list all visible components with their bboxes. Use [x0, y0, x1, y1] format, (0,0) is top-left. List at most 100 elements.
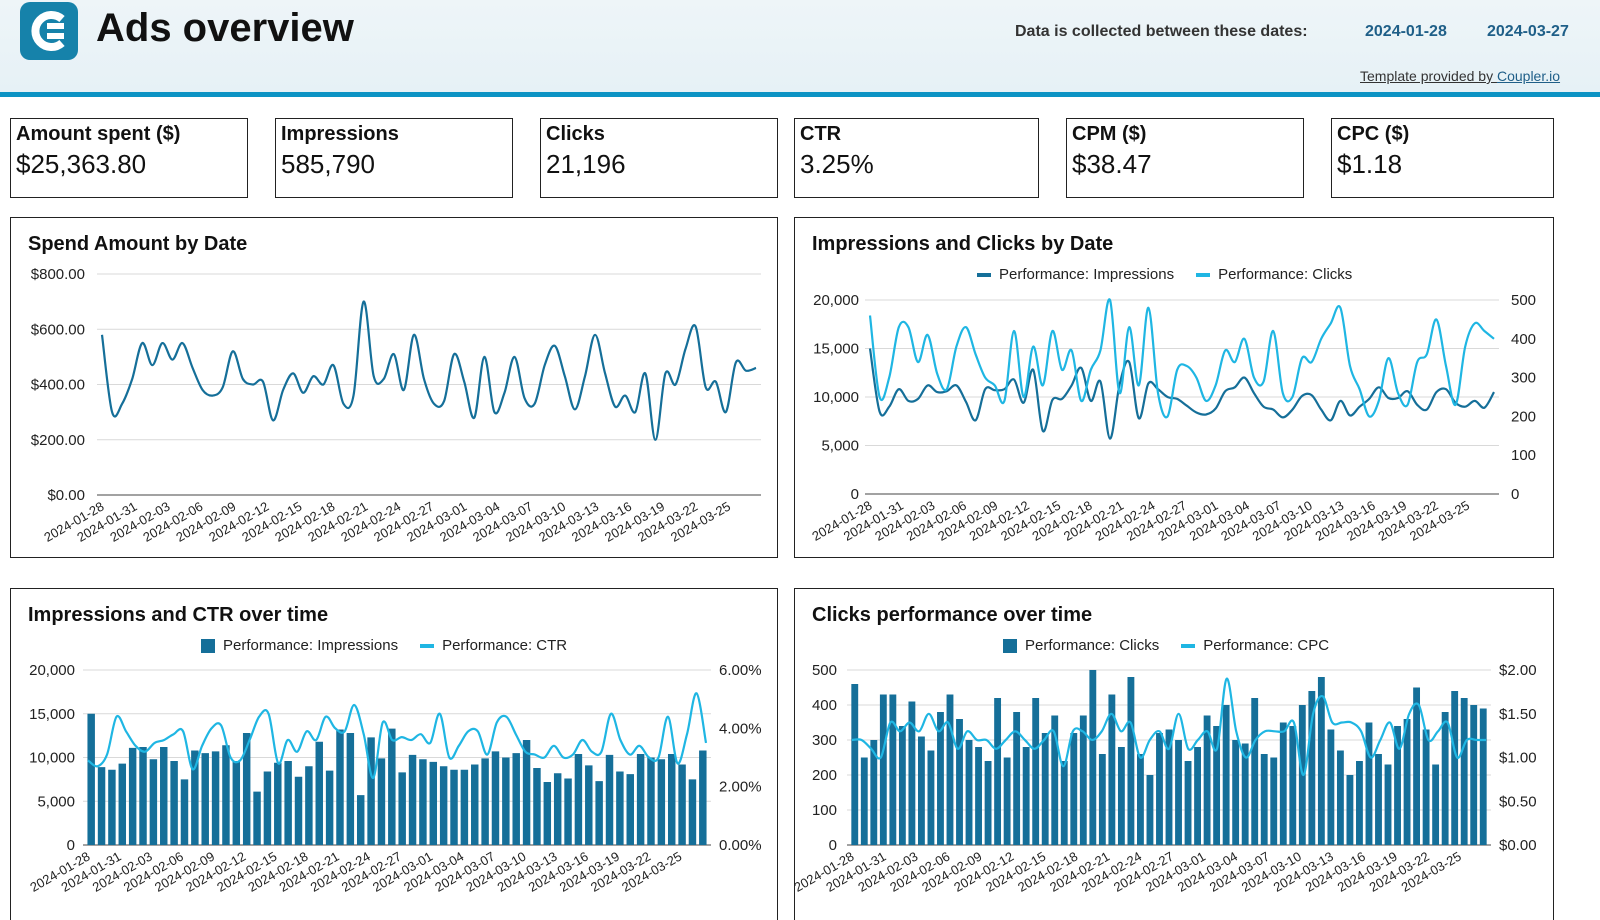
- bar: [128, 747, 137, 845]
- bar: [1375, 754, 1382, 845]
- bar: [201, 753, 209, 845]
- bar: [367, 737, 375, 845]
- bar: [232, 761, 241, 845]
- bar: [851, 684, 859, 845]
- y-tick-label: 15,000: [813, 341, 859, 358]
- bar: [242, 733, 251, 845]
- kpi-label: CTR: [800, 123, 842, 145]
- bar: [1346, 775, 1354, 845]
- bar: [1041, 733, 1049, 845]
- bar: [1203, 715, 1211, 845]
- date-start[interactable]: 2024-01-28: [1365, 23, 1447, 40]
- legend-label: Performance: Clicks: [1218, 266, 1353, 283]
- bar: [1137, 754, 1144, 845]
- y-right-tick-label: 400: [1511, 331, 1536, 348]
- bar: [1451, 691, 1459, 845]
- clicks-cpc-combo-plot: 500 400 300 200 100 0 $2.00 $1.50 $1.00 $0.50 $0.0…: [795, 662, 1537, 895]
- legend-item-clicks[interactable]: Performance: Clicks: [1196, 266, 1352, 283]
- legend-item-clicks[interactable]: Performance: Clicks: [1003, 637, 1159, 654]
- kpi-impressions: Impressions 585,790: [275, 118, 513, 198]
- y-tick-label: 400: [812, 697, 837, 714]
- impressions-clicks-line-plot: 20,000 15,000 10,000 5,000 0 500 400 300 200 100 0…: [809, 292, 1536, 544]
- bar: [398, 772, 406, 845]
- bar: [149, 759, 158, 845]
- kpi-label: CPC ($): [1337, 123, 1410, 145]
- kpi-value: 585,790: [281, 149, 375, 179]
- bar: [879, 694, 887, 845]
- bar: [1432, 764, 1440, 845]
- template-credit-prefix: Template provided by: [1360, 68, 1497, 84]
- y-right-tick-label: 500: [1511, 292, 1536, 309]
- y-tick-label: 5,000: [37, 793, 75, 810]
- clicks-performance-chart: Clicks performance over time Performance…: [794, 588, 1554, 920]
- bar: [1327, 729, 1335, 845]
- y-tick-label: 200: [812, 767, 837, 784]
- impressions-clicks-chart: Impressions and Clicks by Date Performan…: [794, 217, 1554, 558]
- series-line: [868, 348, 1495, 440]
- bar: [419, 759, 427, 845]
- legend-item-impressions[interactable]: Performance: Impressions: [977, 266, 1174, 283]
- date-end[interactable]: 2024-03-27: [1487, 23, 1569, 40]
- kpi-value: 21,196: [546, 149, 626, 179]
- bar: [388, 728, 396, 845]
- y-right-tick-label: 300: [1511, 370, 1536, 387]
- bar: [1051, 715, 1059, 845]
- bar: [937, 712, 944, 845]
- y-right-tick-label: 100: [1511, 447, 1536, 464]
- bar: [87, 713, 95, 845]
- chart-title: Clicks performance over time: [812, 604, 1093, 626]
- bar: [994, 698, 1002, 845]
- chart-legend: Performance: Impressions Performance: Cli…: [977, 266, 1374, 283]
- legend-item-ctr[interactable]: Performance: CTR: [420, 637, 567, 654]
- bar: [1060, 761, 1068, 845]
- bar: [356, 795, 365, 845]
- legend-line-swatch: [420, 644, 435, 649]
- legend-label: Performance: CTR: [442, 637, 568, 654]
- bar: [108, 769, 116, 845]
- legend-bar-swatch: [1003, 639, 1017, 654]
- y-tick-label: 300: [812, 732, 837, 749]
- bar: [1117, 747, 1125, 845]
- bar: [118, 763, 127, 845]
- bar: [1317, 677, 1325, 845]
- kpi-label: CPM ($): [1072, 123, 1147, 145]
- bar: [946, 694, 954, 845]
- bar: [512, 753, 520, 845]
- bar: [263, 771, 272, 845]
- bar: [1260, 754, 1268, 845]
- bar: [1127, 677, 1135, 845]
- bar: [908, 701, 916, 845]
- y-right-tick-label: $0.00: [1499, 837, 1537, 854]
- bar: [439, 766, 448, 845]
- bar: [1241, 743, 1249, 845]
- bar: [1232, 740, 1240, 845]
- coupler-logo: [20, 2, 78, 60]
- coupler-link[interactable]: Coupler.io: [1496, 68, 1561, 84]
- bar: [1213, 726, 1221, 845]
- bar: [1422, 729, 1430, 845]
- impressions-ctr-combo-plot: 20,000 15,000 10,000 5,000 0 6.00% 4.00% 2.00% 0…: [27, 662, 761, 895]
- legend-label: Performance: CPC: [1203, 637, 1330, 654]
- kpi-value: $25,363.80: [16, 149, 147, 179]
- header-bar: Ads overview Data is collected between t…: [0, 0, 1600, 97]
- bar: [1089, 670, 1097, 845]
- bar: [274, 762, 282, 845]
- legend-bar-swatch: [201, 639, 215, 654]
- bar: [284, 761, 292, 845]
- bar: [170, 761, 178, 845]
- kpi-value: $1.18: [1337, 149, 1403, 179]
- bar: [533, 768, 541, 845]
- legend-item-impressions[interactable]: Performance: Impressions: [201, 637, 398, 654]
- bar: [211, 751, 220, 845]
- bar: [1079, 715, 1087, 845]
- bar: [1479, 708, 1487, 845]
- bar: [667, 754, 676, 845]
- bar: [1032, 698, 1040, 845]
- bar: [626, 774, 634, 845]
- y-tick-label: 10,000: [29, 750, 75, 767]
- impressions-ctr-chart: Impressions and CTR over time Performanc…: [10, 588, 778, 920]
- legend-item-cpc[interactable]: Performance: CPC: [1181, 637, 1329, 654]
- bar: [191, 750, 199, 845]
- spend-line-plot: $800.00$600.00$400.00$200.00$0.002024-01…: [31, 266, 761, 545]
- page-title: Ads overview: [96, 6, 354, 50]
